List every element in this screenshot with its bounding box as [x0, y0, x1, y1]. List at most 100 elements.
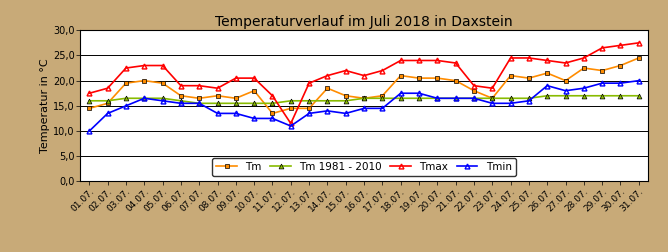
Tmin	[250, 117, 258, 120]
Tmin	[434, 97, 442, 100]
Tmax	[305, 82, 313, 85]
Tm	[434, 77, 442, 80]
Title: Temperaturverlauf im Juli 2018 in Daxstein: Temperaturverlauf im Juli 2018 in Daxste…	[215, 15, 513, 29]
Tm 1981 - 2010	[543, 94, 551, 97]
Tmin	[269, 117, 277, 120]
Tm	[214, 94, 222, 97]
Tmin	[177, 102, 185, 105]
Tmin	[598, 82, 606, 85]
Y-axis label: Temperatur in °C: Temperatur in °C	[40, 58, 50, 153]
Tm	[598, 69, 606, 72]
Tm 1981 - 2010	[434, 97, 442, 100]
Tm	[360, 97, 368, 100]
Tmin	[360, 107, 368, 110]
Tm 1981 - 2010	[635, 94, 643, 97]
Tm	[580, 67, 588, 70]
Tm 1981 - 2010	[232, 102, 240, 105]
Tmax	[323, 74, 331, 77]
Tm	[378, 94, 386, 97]
Tmin	[562, 89, 570, 92]
Tmax	[470, 84, 478, 87]
Tm 1981 - 2010	[122, 97, 130, 100]
Tmax	[214, 87, 222, 90]
Tm 1981 - 2010	[415, 97, 423, 100]
Tmax	[140, 64, 148, 67]
Tm 1981 - 2010	[506, 97, 514, 100]
Tm	[506, 74, 514, 77]
Tm	[232, 97, 240, 100]
Tm 1981 - 2010	[562, 94, 570, 97]
Tmax	[360, 74, 368, 77]
Tmin	[140, 97, 148, 100]
Tmin	[543, 84, 551, 87]
Tmin	[342, 112, 350, 115]
Tm 1981 - 2010	[470, 97, 478, 100]
Tmin	[287, 124, 295, 128]
Tmax	[378, 69, 386, 72]
Tmin	[635, 79, 643, 82]
Tm 1981 - 2010	[580, 94, 588, 97]
Tm	[470, 89, 478, 92]
Tm 1981 - 2010	[214, 102, 222, 105]
Line: Tmin: Tmin	[87, 78, 641, 134]
Tmin	[86, 130, 94, 133]
Tmin	[305, 112, 313, 115]
Tmax	[158, 64, 166, 67]
Tmax	[415, 59, 423, 62]
Tmax	[269, 94, 277, 97]
Tm	[562, 79, 570, 82]
Tm 1981 - 2010	[269, 102, 277, 105]
Tm 1981 - 2010	[86, 99, 94, 102]
Tm 1981 - 2010	[104, 99, 112, 102]
Tm 1981 - 2010	[488, 97, 496, 100]
Tmin	[323, 109, 331, 112]
Tmax	[525, 56, 533, 59]
Tmin	[195, 102, 203, 105]
Tmin	[232, 112, 240, 115]
Tmax	[122, 67, 130, 70]
Tmax	[232, 77, 240, 80]
Tm	[617, 64, 625, 67]
Tmax	[397, 59, 405, 62]
Tm	[287, 107, 295, 110]
Tm	[104, 102, 112, 105]
Tm 1981 - 2010	[323, 99, 331, 102]
Tmax	[342, 69, 350, 72]
Tmin	[525, 99, 533, 102]
Tm	[488, 97, 496, 100]
Tm 1981 - 2010	[140, 97, 148, 100]
Tm	[269, 112, 277, 115]
Tmax	[598, 46, 606, 49]
Tm	[140, 79, 148, 82]
Tm	[195, 97, 203, 100]
Tmin	[397, 92, 405, 95]
Tm 1981 - 2010	[342, 99, 350, 102]
Tm 1981 - 2010	[305, 99, 313, 102]
Tm	[158, 82, 166, 85]
Tm	[525, 77, 533, 80]
Tm	[305, 107, 313, 110]
Tm 1981 - 2010	[195, 102, 203, 105]
Tmin	[470, 97, 478, 100]
Tmin	[580, 87, 588, 90]
Line: Tm 1981 - 2010: Tm 1981 - 2010	[87, 93, 641, 106]
Tm	[543, 72, 551, 75]
Tm 1981 - 2010	[287, 99, 295, 102]
Tm 1981 - 2010	[177, 99, 185, 102]
Tm 1981 - 2010	[598, 94, 606, 97]
Tm 1981 - 2010	[452, 97, 460, 100]
Tmax	[635, 41, 643, 44]
Tm	[250, 89, 258, 92]
Tm 1981 - 2010	[525, 97, 533, 100]
Tmin	[415, 92, 423, 95]
Tm 1981 - 2010	[158, 97, 166, 100]
Legend: Tm, Tm 1981 - 2010, Tmax, Tmin: Tm, Tm 1981 - 2010, Tmax, Tmin	[212, 158, 516, 176]
Tm 1981 - 2010	[397, 97, 405, 100]
Tm	[342, 94, 350, 97]
Tm 1981 - 2010	[617, 94, 625, 97]
Tmax	[177, 84, 185, 87]
Tm	[452, 79, 460, 82]
Tmin	[506, 102, 514, 105]
Tmax	[250, 77, 258, 80]
Tmax	[287, 122, 295, 125]
